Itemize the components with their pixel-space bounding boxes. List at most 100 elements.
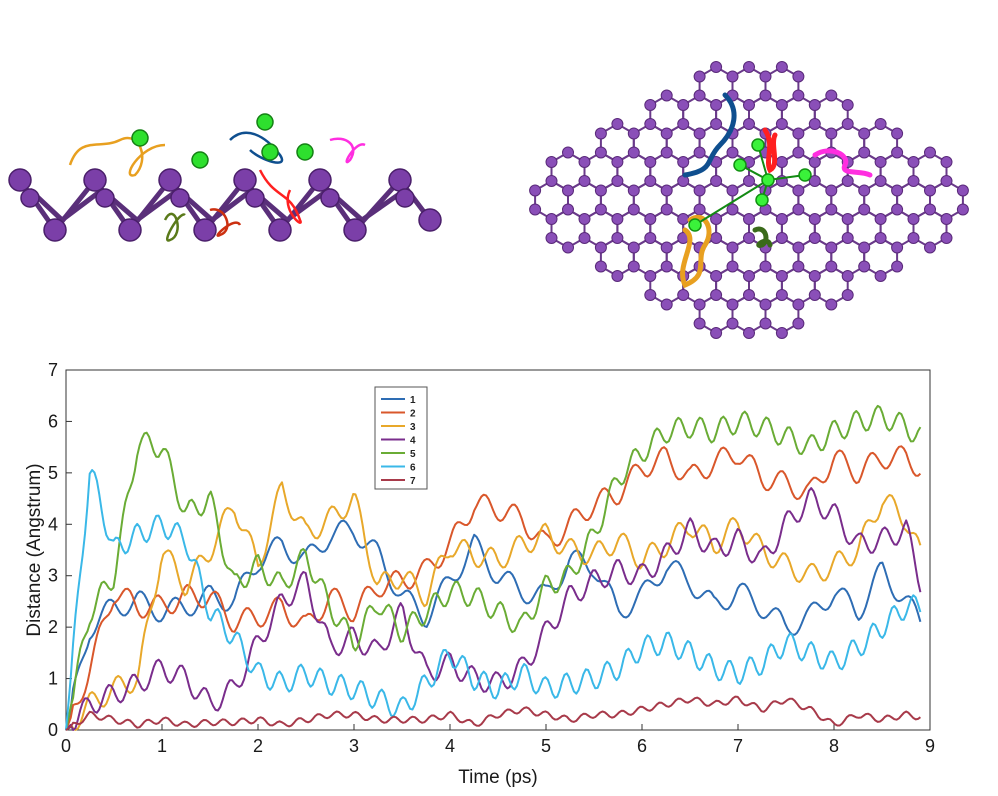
lattice-atom <box>924 203 936 216</box>
y-tick-label: 3 <box>48 566 58 586</box>
lattice-atom <box>710 232 723 244</box>
lattice-atom <box>924 241 936 254</box>
lattice-atom <box>644 118 657 130</box>
lattice-atom <box>825 184 838 197</box>
lattice-atom <box>677 118 690 130</box>
lattice-atom <box>594 260 607 273</box>
lattice-atom <box>594 184 607 197</box>
lattice-atom <box>545 232 558 244</box>
lattice-atom <box>841 118 854 130</box>
lattice-atom <box>940 175 953 187</box>
x-tick-label: 6 <box>637 736 647 756</box>
lattice-atom <box>924 146 936 159</box>
side-trajectories <box>68 131 366 242</box>
lattice-atom <box>808 232 821 244</box>
series-line-1 <box>65 519 922 731</box>
lattice-atom <box>825 127 838 140</box>
lattice-atom <box>891 146 904 159</box>
lattice-atom <box>644 270 657 282</box>
lattice-atom <box>644 289 657 301</box>
legend-label-7: 7 <box>410 476 416 487</box>
lattice-atom <box>677 156 690 168</box>
lattice-atom <box>858 241 871 254</box>
series-line-7 <box>65 695 921 731</box>
lattice-atom <box>775 289 788 301</box>
lattice-atom <box>611 175 624 187</box>
lattice-atom <box>743 99 755 111</box>
lattice-atom <box>792 127 805 140</box>
lattice-atom <box>726 241 739 254</box>
lattice-atom <box>660 298 673 311</box>
lattice-atom <box>775 156 788 168</box>
x-tick-label: 4 <box>445 736 455 756</box>
lattice-atom <box>611 156 624 168</box>
series-lines <box>65 404 922 731</box>
lattice-atom <box>808 175 821 187</box>
series-line-6 <box>65 469 922 731</box>
lattice-atom <box>644 175 657 187</box>
lattice-atom <box>726 146 739 159</box>
lattice-atom <box>562 184 574 197</box>
lattice-atom <box>611 213 624 225</box>
top-view-structure-image <box>529 61 969 339</box>
lattice-atom <box>611 270 624 282</box>
lattice-atom <box>529 184 542 197</box>
lattice-atom <box>594 241 607 254</box>
lattice-atom <box>545 175 558 187</box>
lattice-atom <box>545 213 558 225</box>
lattice-atom <box>578 213 591 225</box>
lattice-atom <box>825 298 838 311</box>
y-tick-label: 1 <box>48 669 58 689</box>
lattice-atom <box>743 175 755 187</box>
legend-label-5: 5 <box>410 449 416 460</box>
y-tick-label: 5 <box>48 463 58 483</box>
lattice-atom <box>743 289 755 301</box>
lattice-atom <box>677 99 690 111</box>
lattice-atom <box>775 270 788 282</box>
lattice-atom <box>907 156 920 168</box>
x-tick-label: 3 <box>349 736 359 756</box>
lattice-atom <box>874 213 887 225</box>
lattice-atom <box>858 127 871 140</box>
x-tick-label: 2 <box>253 736 263 756</box>
lattice-atom <box>792 241 805 254</box>
lattice-atom <box>874 270 887 282</box>
legend-label-4: 4 <box>410 436 416 447</box>
lattice-atom <box>660 260 673 273</box>
lattice-atom <box>743 213 755 225</box>
lattice-atom <box>841 270 854 282</box>
lattice-atom <box>710 99 723 111</box>
lattice-atom <box>792 146 805 159</box>
lattice-atom <box>562 203 574 216</box>
lattice-atom <box>808 289 821 301</box>
lattice-atom <box>693 127 706 140</box>
lattice-atom <box>578 232 591 244</box>
lattice-atom <box>693 298 706 311</box>
lattice-atom <box>874 232 887 244</box>
lattice-atom <box>792 89 805 102</box>
lattice-atom <box>808 99 821 111</box>
lattice-atom <box>710 327 723 339</box>
legend-label-2: 2 <box>410 409 416 420</box>
lattice-atom <box>858 146 871 159</box>
lattice-atom <box>956 184 969 197</box>
lattice-atom <box>726 298 739 311</box>
side-lattice-atoms <box>8 168 442 242</box>
lattice-atom <box>825 260 838 273</box>
lattice-atom <box>710 118 723 130</box>
lattice-atom <box>841 289 854 301</box>
lattice-atom <box>644 99 657 111</box>
lattice-atom <box>891 203 904 216</box>
lattice-atom <box>891 260 904 273</box>
lattice-atom <box>726 184 739 197</box>
x-tick-label: 8 <box>829 736 839 756</box>
lattice-atom <box>627 203 640 216</box>
lattice-atom <box>759 317 772 330</box>
lattice-atom <box>627 260 640 273</box>
x-tick-label: 7 <box>733 736 743 756</box>
lattice-atom <box>825 203 838 216</box>
lattice-atom <box>660 146 673 159</box>
lattice-atom <box>891 184 904 197</box>
lattice-atom <box>693 184 706 197</box>
y-tick-label: 4 <box>48 514 58 534</box>
